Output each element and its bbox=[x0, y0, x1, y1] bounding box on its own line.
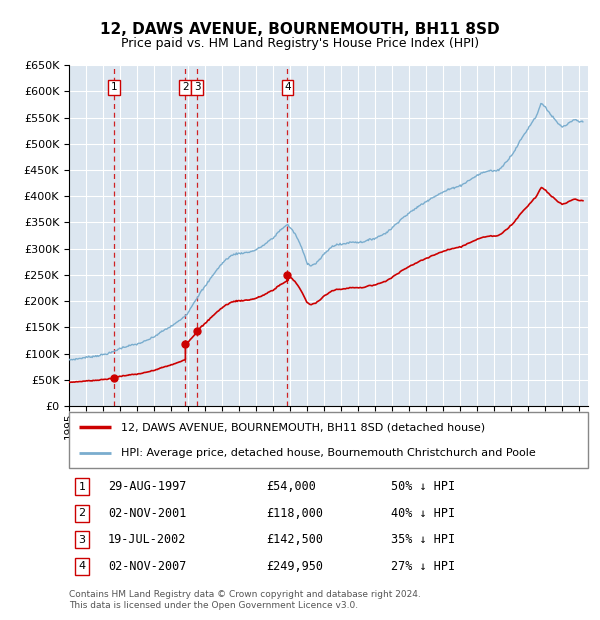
Text: 50% ↓ HPI: 50% ↓ HPI bbox=[391, 480, 455, 494]
Text: 12, DAWS AVENUE, BOURNEMOUTH, BH11 8SD (detached house): 12, DAWS AVENUE, BOURNEMOUTH, BH11 8SD (… bbox=[121, 422, 485, 432]
Text: 35% ↓ HPI: 35% ↓ HPI bbox=[391, 533, 455, 546]
Text: £118,000: £118,000 bbox=[266, 507, 323, 520]
Text: Price paid vs. HM Land Registry's House Price Index (HPI): Price paid vs. HM Land Registry's House … bbox=[121, 37, 479, 50]
Text: HPI: Average price, detached house, Bournemouth Christchurch and Poole: HPI: Average price, detached house, Bour… bbox=[121, 448, 536, 458]
Text: 4: 4 bbox=[79, 561, 86, 571]
Text: £54,000: £54,000 bbox=[266, 480, 316, 494]
Text: 1: 1 bbox=[111, 82, 118, 92]
Text: 1: 1 bbox=[79, 482, 85, 492]
Text: 29-AUG-1997: 29-AUG-1997 bbox=[108, 480, 187, 494]
Text: 12, DAWS AVENUE, BOURNEMOUTH, BH11 8SD: 12, DAWS AVENUE, BOURNEMOUTH, BH11 8SD bbox=[100, 22, 500, 37]
Text: 02-NOV-2007: 02-NOV-2007 bbox=[108, 560, 187, 573]
Text: Contains HM Land Registry data © Crown copyright and database right 2024.
This d: Contains HM Land Registry data © Crown c… bbox=[69, 590, 421, 609]
Text: 40% ↓ HPI: 40% ↓ HPI bbox=[391, 507, 455, 520]
Text: 4: 4 bbox=[284, 82, 291, 92]
FancyBboxPatch shape bbox=[69, 412, 588, 468]
Text: 27% ↓ HPI: 27% ↓ HPI bbox=[391, 560, 455, 573]
Text: 19-JUL-2002: 19-JUL-2002 bbox=[108, 533, 187, 546]
Text: 2: 2 bbox=[79, 508, 86, 518]
Text: 2: 2 bbox=[182, 82, 189, 92]
Text: 02-NOV-2001: 02-NOV-2001 bbox=[108, 507, 187, 520]
Text: 3: 3 bbox=[79, 535, 85, 545]
Text: 3: 3 bbox=[194, 82, 200, 92]
Text: £249,950: £249,950 bbox=[266, 560, 323, 573]
Text: £142,500: £142,500 bbox=[266, 533, 323, 546]
